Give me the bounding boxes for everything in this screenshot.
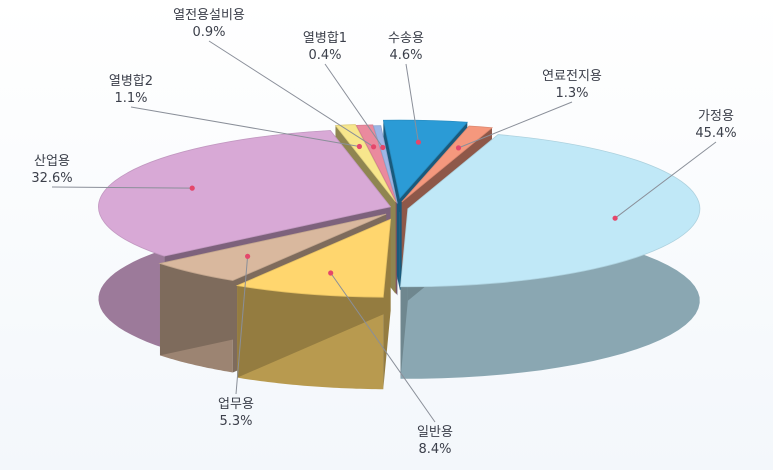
pie-slice-1[interactable] [235, 218, 392, 298]
slice-label-2: 업무용 [218, 397, 254, 412]
pie-slice-0[interactable] [400, 134, 701, 288]
leader-dot-3 [189, 185, 195, 191]
pie-slice-5[interactable] [355, 124, 398, 203]
slice-value-4: 1.1% [114, 91, 147, 106]
leader-dot-7 [415, 139, 421, 145]
slice-label-4: 열병합2 [109, 74, 153, 89]
pie-labels: 가정용 45.4% 일반용 8.4% 업무용 5.3% 산업용 32.6% 열병합2 1.1% 열전… [31, 8, 736, 457]
slice-value-1: 8.4% [418, 442, 451, 457]
slice-label-5: 열전용설비용 [173, 8, 245, 23]
slice-label-6: 열병합1 [303, 31, 347, 46]
leader-dot-6 [380, 144, 386, 151]
slice-label-7: 수송용 [388, 31, 424, 46]
slice-label-3: 산업용 [34, 154, 70, 169]
leader-dot-1 [328, 270, 334, 276]
leader-line-2 [235, 256, 249, 395]
leader-dot-4 [356, 143, 362, 150]
pie-slice-7[interactable] [382, 119, 469, 199]
leader-line-0 [614, 141, 717, 219]
leader-line-8 [458, 101, 573, 149]
leader-line-1 [330, 272, 436, 423]
leader-dot-8 [455, 145, 462, 151]
slice-label-8: 연료전지용 [542, 69, 602, 84]
leader-line-6 [324, 63, 384, 148]
pie-slice-6[interactable] [372, 125, 398, 204]
slice-value-6: 0.4% [308, 48, 341, 63]
leader-line-3 [51, 186, 193, 189]
slice-label-1: 일반용 [417, 425, 453, 440]
slice-value-0: 45.4% [695, 126, 736, 141]
leader-dot-5 [371, 144, 377, 150]
slice-label-0: 가정용 [698, 109, 734, 124]
pie-slice-8[interactable] [401, 125, 494, 203]
slice-value-7: 4.6% [389, 48, 422, 63]
leader-line-4 [130, 106, 360, 147]
pie-tops [98, 119, 701, 298]
pie-slice-3[interactable] [98, 130, 392, 257]
slice-value-5: 0.9% [192, 25, 225, 40]
slice-value-3: 32.6% [31, 171, 72, 186]
slice-value-8: 1.3% [555, 86, 588, 101]
pie-slice-4[interactable] [334, 124, 396, 203]
pie-slice-2[interactable] [158, 213, 387, 281]
leader-line-5 [208, 40, 374, 148]
leader-dot-0 [612, 215, 618, 221]
leader-dot-2 [245, 253, 251, 259]
leader-line-7 [405, 63, 419, 143]
slice-value-2: 5.3% [219, 414, 252, 429]
